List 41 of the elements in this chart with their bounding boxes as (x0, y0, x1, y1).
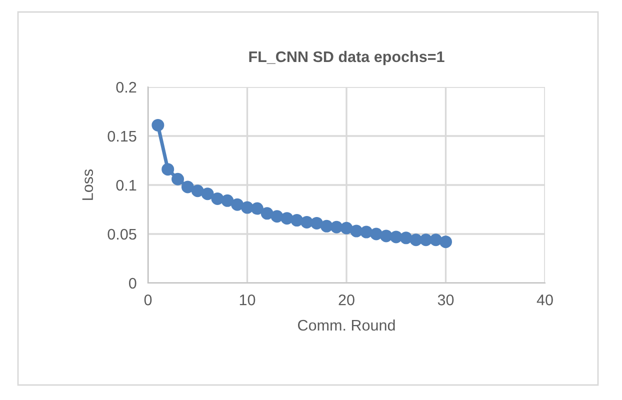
point (260, 207, 274, 220)
point (330, 220, 343, 234)
point (181, 180, 194, 194)
point (370, 228, 383, 240)
point (191, 184, 204, 198)
point (420, 234, 432, 246)
y-tick-label: 0.15 (108, 130, 136, 142)
y-tick-label: 0.2 (116, 82, 136, 93)
x-tick-label: 40 (536, 294, 553, 306)
point (430, 234, 442, 246)
x-tick-label: 20 (338, 294, 354, 306)
point (440, 236, 452, 248)
point (310, 216, 323, 230)
y-tick-label: 0 (128, 278, 136, 289)
point (300, 216, 314, 228)
point (201, 188, 214, 200)
point (320, 220, 333, 232)
point (380, 230, 392, 242)
point (270, 210, 284, 223)
x-tick-label: 0 (144, 294, 152, 306)
y-tick-label: 0.05 (108, 228, 136, 240)
point (221, 194, 234, 207)
point (250, 202, 264, 215)
x-axis-title: Comm. Round (298, 319, 395, 331)
y-tick-label: 0.1 (116, 180, 136, 191)
point (231, 198, 244, 211)
point (280, 212, 294, 225)
y-axis-title: Loss (82, 169, 94, 200)
x-tick-label: 10 (240, 294, 256, 306)
x-tick-label: 30 (438, 294, 454, 306)
chart-title: FL_CNN SD data epochs=1 (249, 50, 444, 66)
point (152, 118, 164, 132)
point (241, 201, 254, 214)
point (162, 163, 174, 176)
point (390, 230, 402, 244)
point (172, 172, 184, 186)
point (360, 226, 373, 238)
point (400, 232, 412, 244)
point (211, 192, 224, 205)
point (340, 222, 353, 234)
point (290, 214, 304, 227)
